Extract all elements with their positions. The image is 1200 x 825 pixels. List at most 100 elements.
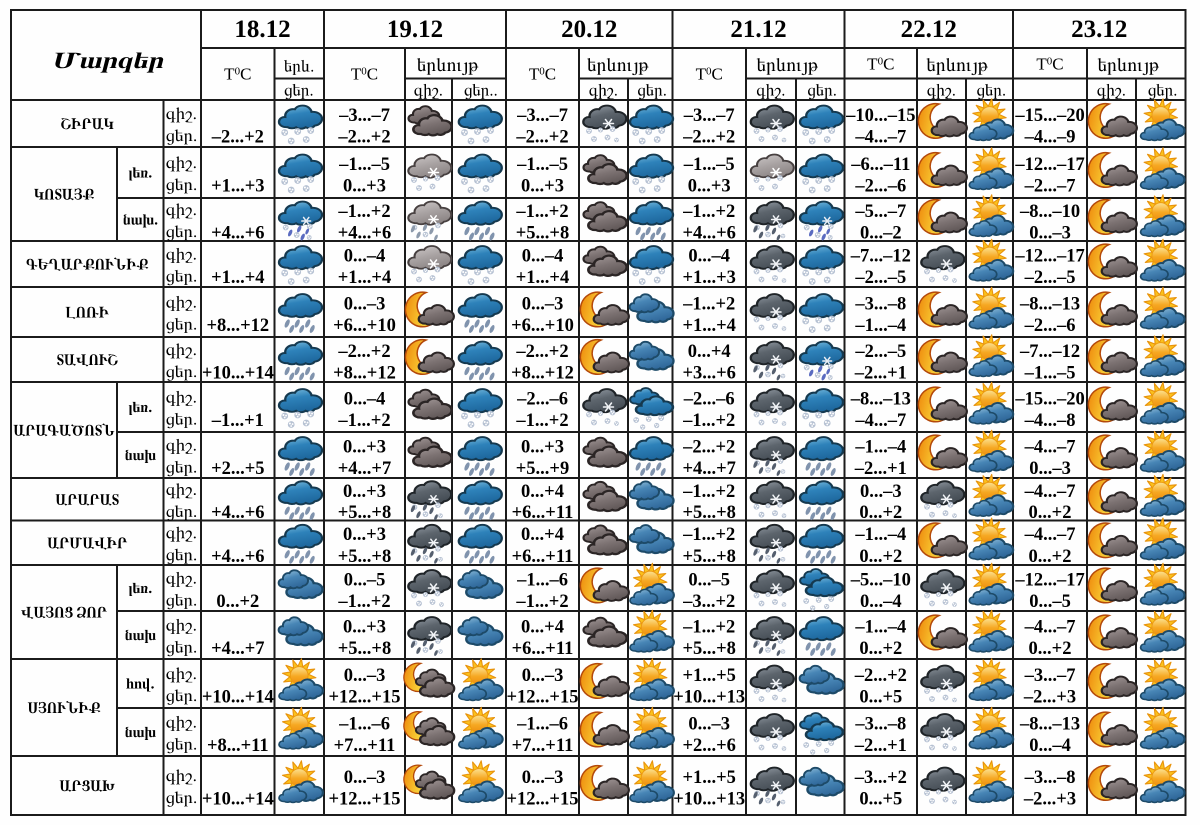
- svg-text:+4...+6: +4...+6: [682, 224, 735, 244]
- svg-text:0...+2: 0...+2: [859, 503, 902, 523]
- svg-text:–15...–20: –15...–20: [1014, 106, 1084, 126]
- svg-text:–1...+2: –1...+2: [515, 411, 568, 431]
- svg-text:–2...+2: –2...+2: [682, 438, 735, 458]
- svg-text:–4...–7: –4...–7: [1024, 438, 1076, 458]
- svg-text:–3...–7: –3...–7: [516, 106, 568, 126]
- svg-text:22.12: 22.12: [901, 16, 957, 43]
- svg-text:–1...+2: –1...+2: [682, 411, 735, 431]
- svg-text:–5...–7: –5...–7: [854, 202, 906, 222]
- svg-text:+6...+11: +6...+11: [512, 503, 574, 523]
- svg-text:–2...+2: –2...+2: [854, 666, 907, 686]
- svg-text:T0C: T0C: [351, 65, 378, 84]
- svg-text:0...+2: 0...+2: [1029, 547, 1072, 567]
- svg-text:21.12: 21.12: [730, 16, 786, 43]
- svg-text:+6...+10: +6...+10: [333, 316, 396, 336]
- svg-text:–3...–7: –3...–7: [1024, 666, 1076, 686]
- svg-text:–1...+2: –1...+2: [682, 202, 735, 222]
- svg-text:0...–5: 0...–5: [1029, 592, 1071, 612]
- svg-text:+6...+11: +6...+11: [512, 547, 574, 567]
- svg-text:0...–4: 0...–4: [1029, 736, 1071, 756]
- svg-text:0...+3: 0...+3: [688, 177, 731, 197]
- svg-text:0...+4: 0...+4: [521, 482, 564, 502]
- svg-text:+4...+7: +4...+7: [682, 459, 735, 479]
- svg-text:–1...–5: –1...–5: [1024, 364, 1076, 384]
- svg-text:–6...–11: –6...–11: [850, 155, 910, 175]
- svg-text:+5...+8: +5...+8: [338, 547, 391, 567]
- svg-text:0...–5: 0...–5: [688, 571, 730, 591]
- svg-text:+5...+8: +5...+8: [682, 547, 735, 567]
- svg-text:–3...–8: –3...–8: [1024, 768, 1076, 788]
- svg-text:–1...+2: –1...+2: [515, 592, 568, 612]
- svg-text:+4...+7: +4...+7: [211, 639, 264, 659]
- svg-text:+1...+4: +1...+4: [516, 268, 569, 288]
- svg-text:+5...+9: +5...+9: [516, 459, 569, 479]
- svg-text:–1...–6: –1...–6: [516, 571, 568, 591]
- svg-text:–3...–7: –3...–7: [683, 106, 735, 126]
- svg-text:+10...+14: +10...+14: [202, 790, 274, 810]
- svg-text:0...–3: 0...–3: [344, 295, 386, 315]
- svg-text:23.12: 23.12: [1071, 16, 1127, 43]
- svg-text:–1...+2: –1...+2: [682, 295, 735, 315]
- svg-text:–4...–7: –4...–7: [1024, 482, 1076, 502]
- svg-text:+6...+10: +6...+10: [511, 316, 574, 336]
- svg-text:+2...+5: +2...+5: [211, 459, 264, 479]
- svg-text:+5...+8: +5...+8: [682, 503, 735, 523]
- svg-text:–1...–6: –1...–6: [338, 715, 390, 735]
- svg-text:0...+3: 0...+3: [343, 482, 386, 502]
- svg-text:–2...+2: –2...+2: [682, 128, 735, 148]
- svg-text:–2...+2: –2...+2: [337, 342, 390, 362]
- svg-text:+12...+15: +12...+15: [329, 688, 401, 708]
- svg-text:–1...–6: –1...–6: [516, 715, 568, 735]
- svg-text:0...+3: 0...+3: [343, 438, 386, 458]
- svg-text:–2...+2: –2...+2: [337, 128, 390, 148]
- svg-text:+1...+3: +1...+3: [682, 268, 735, 288]
- svg-text:–4...–7: –4...–7: [854, 411, 906, 431]
- svg-text:+8...+12: +8...+12: [511, 364, 574, 384]
- svg-text:–1...–4: –1...–4: [854, 438, 906, 458]
- svg-text:–1...–5: –1...–5: [338, 155, 390, 175]
- svg-text:0...+4: 0...+4: [521, 525, 564, 545]
- svg-text:0...–4: 0...–4: [688, 247, 730, 267]
- svg-text:+8...+12: +8...+12: [206, 316, 269, 336]
- svg-text:0...–5: 0...–5: [344, 571, 386, 591]
- svg-text:0...–3: 0...–3: [522, 666, 564, 686]
- svg-text:–2...–6: –2...–6: [683, 390, 735, 410]
- svg-text:+5...+8: +5...+8: [682, 639, 735, 659]
- svg-text:–7...–12: –7...–12: [850, 247, 911, 267]
- svg-text:+3...+6: +3...+6: [682, 364, 735, 384]
- svg-text:–12...–17: –12...–17: [1014, 155, 1084, 175]
- svg-text:0...+2: 0...+2: [859, 639, 902, 659]
- svg-text:T0C: T0C: [529, 65, 556, 84]
- svg-text:+5...+8: +5...+8: [338, 639, 391, 659]
- svg-text:0...+2: 0...+2: [1029, 639, 1072, 659]
- svg-text:0...+4: 0...+4: [521, 618, 564, 638]
- svg-text:–10...–15: –10...–15: [845, 106, 915, 126]
- svg-text:–12...–17: –12...–17: [1014, 247, 1084, 267]
- svg-text:0...+5: 0...+5: [859, 688, 902, 708]
- svg-text:–1...+2: –1...+2: [337, 202, 390, 222]
- svg-text:–2...+1: –2...+1: [854, 364, 907, 384]
- svg-text:T0C: T0C: [867, 55, 894, 74]
- svg-text:–1...–4: –1...–4: [854, 316, 906, 336]
- svg-text:–15...–20: –15...–20: [1014, 390, 1084, 410]
- svg-text:T0C: T0C: [224, 65, 251, 84]
- svg-text:+4...+7: +4...+7: [338, 459, 391, 479]
- svg-text:0...–3: 0...–3: [344, 666, 386, 686]
- svg-text:0...+2: 0...+2: [216, 592, 259, 612]
- svg-text:0...–3: 0...–3: [522, 295, 564, 315]
- svg-text:–2...–6: –2...–6: [1024, 316, 1076, 336]
- svg-text:0...–3: 0...–3: [1029, 459, 1071, 479]
- svg-text:–1...–5: –1...–5: [683, 155, 735, 175]
- svg-text:–8...–10: –8...–10: [1019, 202, 1080, 222]
- svg-text:–1...–4: –1...–4: [854, 618, 906, 638]
- svg-text:–2...+2: –2...+2: [515, 128, 568, 148]
- svg-text:–5...–10: –5...–10: [850, 571, 911, 591]
- svg-text:+6...+11: +6...+11: [512, 639, 574, 659]
- svg-text:–3...–8: –3...–8: [854, 295, 906, 315]
- svg-text:–3...–7: –3...–7: [338, 106, 390, 126]
- svg-text:+12...+15: +12...+15: [507, 790, 579, 810]
- svg-text:–1...+2: –1...+2: [515, 202, 568, 222]
- svg-text:0...–3: 0...–3: [688, 715, 730, 735]
- svg-text:–4...–7: –4...–7: [1024, 618, 1076, 638]
- svg-text:–2...–6: –2...–6: [854, 177, 906, 197]
